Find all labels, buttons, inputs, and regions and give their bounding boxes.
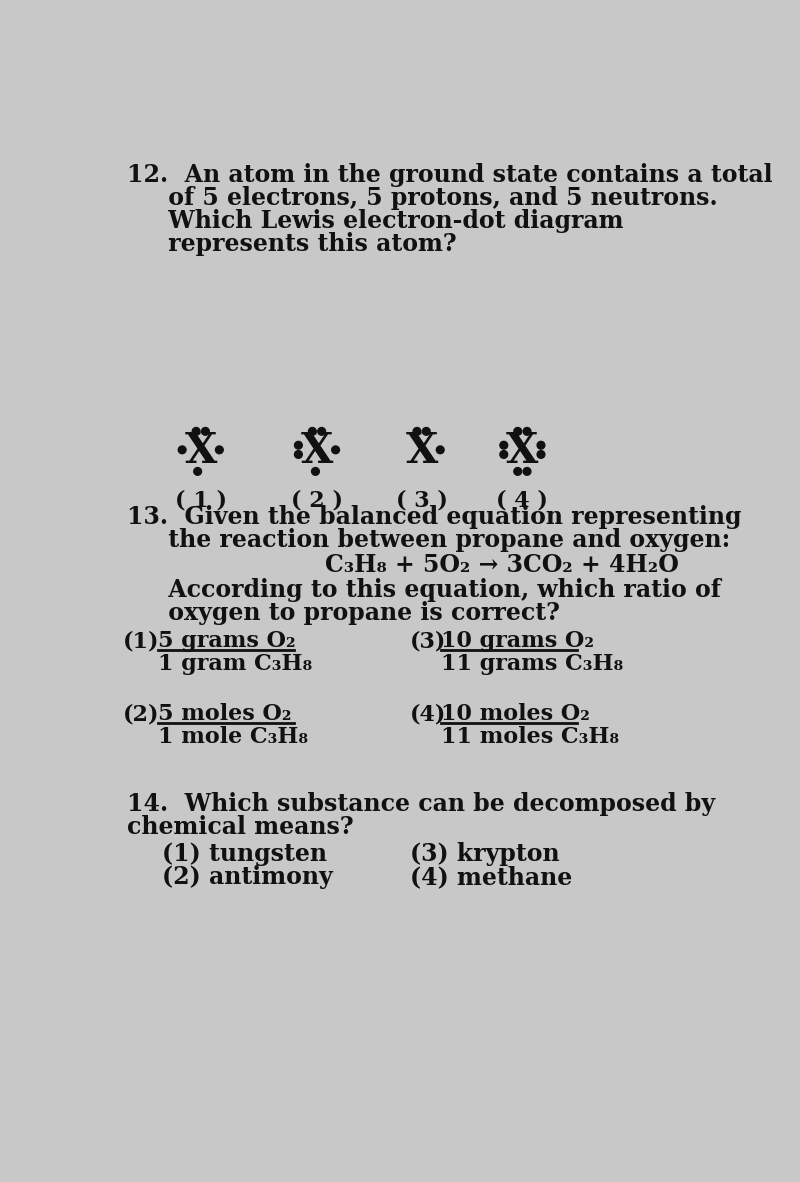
Circle shape [202, 428, 210, 435]
Circle shape [436, 446, 444, 454]
Text: ( 2 ): ( 2 ) [291, 489, 343, 512]
Circle shape [311, 468, 319, 475]
Text: chemical means?: chemical means? [127, 814, 354, 839]
Text: represents this atom?: represents this atom? [127, 232, 457, 256]
Text: ( 1 ): ( 1 ) [174, 489, 226, 512]
Circle shape [294, 450, 302, 459]
Text: 10 grams O₂: 10 grams O₂ [441, 630, 594, 652]
Circle shape [500, 441, 508, 449]
Circle shape [192, 428, 200, 435]
Text: X: X [185, 430, 217, 473]
Circle shape [523, 428, 531, 435]
Text: of 5 electrons, 5 protons, and 5 neutrons.: of 5 electrons, 5 protons, and 5 neutron… [127, 186, 718, 209]
Text: (4): (4) [410, 703, 446, 726]
Circle shape [332, 446, 339, 454]
Text: oxygen to propane is correct?: oxygen to propane is correct? [127, 600, 560, 625]
Text: X: X [301, 430, 333, 473]
Circle shape [514, 428, 522, 435]
Text: 5 moles O₂: 5 moles O₂ [158, 703, 292, 726]
Text: (1): (1) [123, 630, 160, 652]
Circle shape [537, 441, 545, 449]
Text: ( 3 ): ( 3 ) [396, 489, 447, 512]
Text: (4) methane: (4) methane [410, 865, 572, 889]
Text: 11 grams C₃H₈: 11 grams C₃H₈ [441, 652, 623, 675]
Circle shape [318, 428, 326, 435]
Text: (2) antimony: (2) antimony [162, 865, 333, 889]
Circle shape [413, 428, 421, 435]
Circle shape [215, 446, 223, 454]
Text: X: X [506, 430, 538, 473]
Circle shape [514, 468, 522, 475]
Text: 1 mole C₃H₈: 1 mole C₃H₈ [158, 726, 308, 748]
Circle shape [523, 468, 531, 475]
Text: 13.  Given the balanced equation representing: 13. Given the balanced equation represen… [127, 505, 742, 530]
Text: (1) tungsten: (1) tungsten [162, 842, 327, 865]
Text: ( 4 ): ( 4 ) [497, 489, 548, 512]
Text: C₃H₈ + 5O₂ → 3CO₂ + 4H₂O: C₃H₈ + 5O₂ → 3CO₂ + 4H₂O [325, 553, 678, 577]
Text: X: X [406, 430, 438, 473]
Text: (2): (2) [123, 703, 160, 726]
Circle shape [178, 446, 186, 454]
Text: (3) krypton: (3) krypton [410, 842, 560, 865]
Circle shape [309, 428, 316, 435]
Circle shape [294, 441, 302, 449]
Text: (3): (3) [410, 630, 446, 652]
Text: 10 moles O₂: 10 moles O₂ [441, 703, 590, 726]
Text: According to this equation, which ratio of: According to this equation, which ratio … [127, 578, 721, 602]
Text: the reaction between propane and oxygen:: the reaction between propane and oxygen: [127, 528, 730, 552]
Text: Which Lewis electron-dot diagram: Which Lewis electron-dot diagram [127, 209, 624, 233]
Text: 5 grams O₂: 5 grams O₂ [158, 630, 296, 652]
Text: 11 moles C₃H₈: 11 moles C₃H₈ [441, 726, 619, 748]
Circle shape [194, 468, 202, 475]
Circle shape [500, 450, 508, 459]
Circle shape [537, 450, 545, 459]
Text: 12.  An atom in the ground state contains a total: 12. An atom in the ground state contains… [127, 163, 773, 187]
Circle shape [422, 428, 430, 435]
Text: 14.  Which substance can be decomposed by: 14. Which substance can be decomposed by [127, 792, 715, 816]
Text: 1 gram C₃H₈: 1 gram C₃H₈ [158, 652, 312, 675]
